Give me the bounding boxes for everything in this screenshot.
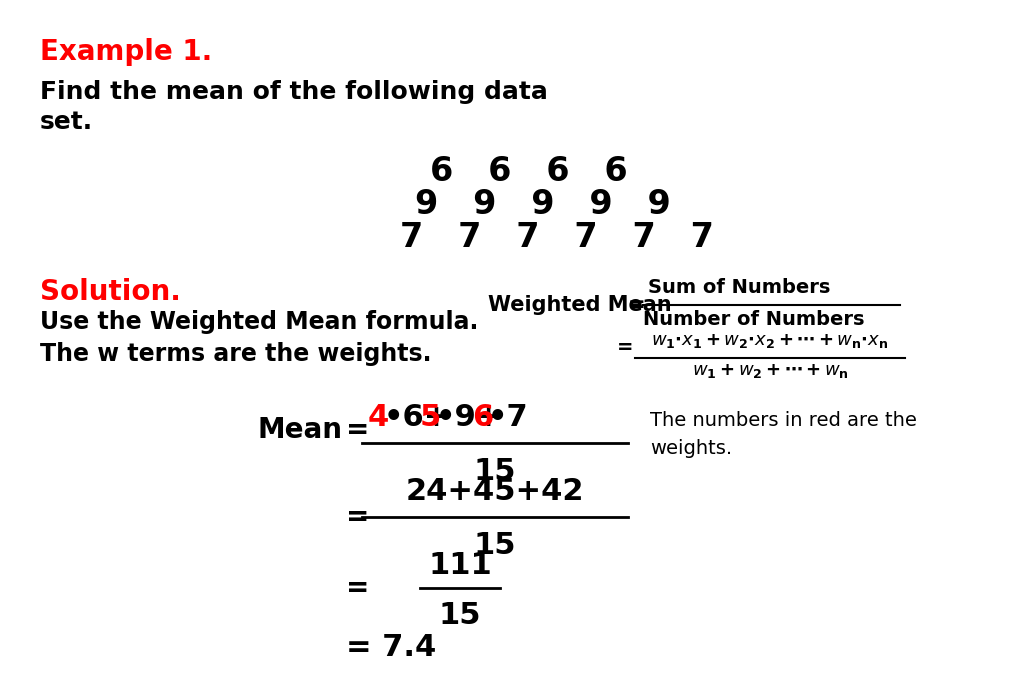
Text: Example 1.: Example 1. [40,38,212,66]
Text: =: = [346,503,370,531]
Text: =: = [628,295,645,315]
Text: 15: 15 [438,601,481,631]
Text: •7: •7 [488,403,528,433]
Text: Find the mean of the following data: Find the mean of the following data [40,80,548,104]
Text: The numbers in red are the
weights.: The numbers in red are the weights. [650,412,916,458]
Text: Solution.: Solution. [40,278,181,306]
Text: 5: 5 [420,403,441,433]
Text: 6: 6 [472,403,494,433]
Text: 9   9   9   9   9: 9 9 9 9 9 [415,188,671,221]
Text: Number of Numbers: Number of Numbers [643,310,864,329]
Text: 24+45+42: 24+45+42 [406,477,585,507]
Text: The w terms are the weights.: The w terms are the weights. [40,342,431,366]
Text: Weighted Mean: Weighted Mean [488,295,672,315]
Text: Mean: Mean [257,416,342,444]
Text: = 7.4: = 7.4 [346,633,436,662]
Text: $\mathbf{\mathit{w}_1{\bullet}\mathit{x}_1+\mathit{w}_2{\bullet}\mathit{x}_2+\cd: $\mathbf{\mathit{w}_1{\bullet}\mathit{x}… [651,332,889,350]
Text: =: = [346,416,370,444]
Text: 7   7   7   7   7   7: 7 7 7 7 7 7 [400,221,714,254]
Text: Use the Weighted Mean formula.: Use the Weighted Mean formula. [40,310,478,334]
Text: 111: 111 [428,550,492,580]
Text: •9+: •9+ [436,403,503,433]
Text: $\mathbf{\mathit{w}_1+\mathit{w}_2+\cdots+\mathit{w}_n}$: $\mathbf{\mathit{w}_1+\mathit{w}_2+\cdot… [691,362,849,380]
Text: =: = [617,338,634,357]
Text: 4: 4 [368,403,389,433]
Text: 6   6   6   6: 6 6 6 6 [430,155,628,188]
Text: =: = [346,574,370,602]
Text: 15: 15 [474,456,516,486]
Text: set.: set. [40,110,93,134]
Text: 15: 15 [474,531,516,559]
Text: Sum of Numbers: Sum of Numbers [648,278,830,297]
Text: •6+: •6+ [384,403,451,433]
